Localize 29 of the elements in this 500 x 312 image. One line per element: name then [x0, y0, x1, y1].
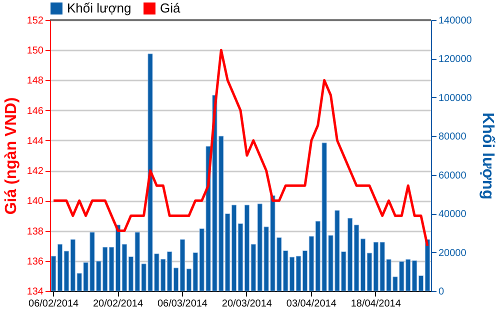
y-tick-label: 150	[26, 46, 44, 57]
y-tick-label: 136	[26, 256, 44, 268]
y-tick-label: 140	[26, 196, 44, 208]
y-tick-label: 138	[26, 226, 44, 238]
y2-tick-label: 80000	[438, 132, 467, 143]
y2-tick-label: 140000	[438, 16, 472, 26]
x-tick-label: 20/03/2014	[222, 298, 272, 310]
legend-label: Khối lượng	[67, 0, 132, 16]
y2-axis-title: Khối lượng	[478, 112, 496, 200]
y-axis-title: Giá (ngàn VND)	[2, 97, 20, 215]
y-tick-label: 144	[26, 136, 44, 147]
y2-tick-label: 20000	[438, 248, 467, 259]
line-series	[52, 48, 429, 248]
y2-tick-label: 60000	[438, 170, 467, 182]
y2-tick-label: 0	[438, 286, 444, 298]
y-tick-label: 152	[26, 16, 44, 26]
y2-tick-label: 120000	[438, 54, 472, 66]
legend-label: Giá	[160, 0, 181, 16]
x-tick-label: 20/02/2014	[92, 298, 144, 310]
y-tick-label: 148	[26, 76, 44, 87]
x-tick-label: 06/02/2014	[28, 298, 79, 310]
x-tick-label: 03/04/2014	[286, 298, 337, 310]
y-tick-label: 146	[26, 106, 44, 117]
y-tick-label: 134	[26, 286, 44, 298]
y-tick-label: 142	[26, 166, 44, 178]
y2-tick-label: 100000	[438, 92, 472, 104]
x-tick-label: 18/04/2014	[350, 298, 402, 310]
y2-tick-label: 40000	[438, 209, 467, 220]
x-tick-label: 06/03/2014	[157, 298, 208, 310]
